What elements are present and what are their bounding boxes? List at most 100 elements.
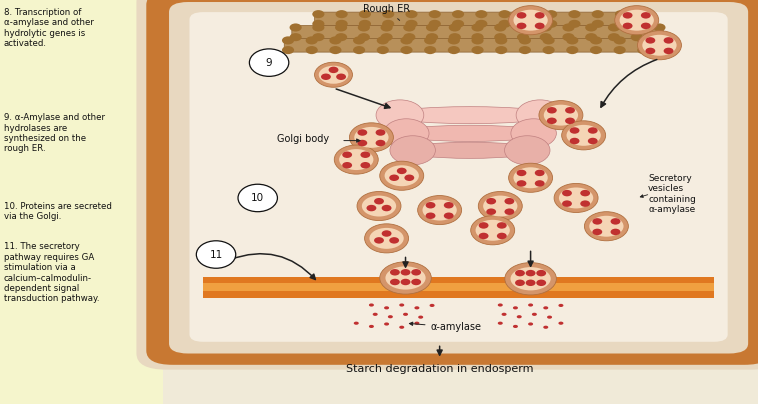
Ellipse shape xyxy=(429,20,441,28)
Bar xyxy=(203,291,714,298)
Ellipse shape xyxy=(539,101,583,130)
Ellipse shape xyxy=(619,10,654,31)
Ellipse shape xyxy=(424,46,437,54)
FancyBboxPatch shape xyxy=(190,12,728,342)
Ellipse shape xyxy=(590,36,602,44)
FancyBboxPatch shape xyxy=(0,0,163,404)
Ellipse shape xyxy=(568,10,581,18)
Bar xyxy=(203,277,714,298)
Ellipse shape xyxy=(615,6,659,35)
Ellipse shape xyxy=(661,36,673,44)
Ellipse shape xyxy=(479,233,488,239)
Ellipse shape xyxy=(653,23,666,32)
Text: Secretory
vesicles
containing
α-amylase: Secretory vesicles containing α-amylase xyxy=(648,174,696,214)
Ellipse shape xyxy=(566,36,578,44)
Ellipse shape xyxy=(384,165,419,186)
Ellipse shape xyxy=(376,129,386,136)
Ellipse shape xyxy=(653,33,666,41)
Ellipse shape xyxy=(238,184,277,212)
Ellipse shape xyxy=(517,315,522,318)
Ellipse shape xyxy=(589,216,624,237)
Ellipse shape xyxy=(425,213,435,219)
Ellipse shape xyxy=(329,36,341,44)
Ellipse shape xyxy=(448,36,460,44)
Ellipse shape xyxy=(415,306,419,309)
Ellipse shape xyxy=(642,35,677,56)
Ellipse shape xyxy=(516,180,526,187)
Ellipse shape xyxy=(305,46,318,54)
Ellipse shape xyxy=(592,229,602,235)
FancyBboxPatch shape xyxy=(146,0,758,365)
Text: 8. Transcription of
α-amylase and other
hydrolytic genes is
activated.: 8. Transcription of α-amylase and other … xyxy=(4,8,94,48)
Ellipse shape xyxy=(380,161,424,190)
Ellipse shape xyxy=(532,313,537,316)
Ellipse shape xyxy=(365,224,409,253)
Ellipse shape xyxy=(562,190,572,196)
Ellipse shape xyxy=(641,23,650,29)
Ellipse shape xyxy=(509,6,553,35)
Ellipse shape xyxy=(358,33,370,41)
Ellipse shape xyxy=(360,162,370,168)
Ellipse shape xyxy=(376,100,424,130)
Ellipse shape xyxy=(513,10,548,31)
Ellipse shape xyxy=(547,316,552,319)
Ellipse shape xyxy=(471,36,484,44)
Ellipse shape xyxy=(623,23,632,29)
Ellipse shape xyxy=(570,127,579,134)
Ellipse shape xyxy=(587,127,597,134)
Ellipse shape xyxy=(487,208,496,215)
Ellipse shape xyxy=(400,279,411,285)
Ellipse shape xyxy=(510,267,551,290)
Ellipse shape xyxy=(513,306,518,309)
Ellipse shape xyxy=(448,46,460,54)
Ellipse shape xyxy=(516,100,564,130)
Ellipse shape xyxy=(471,216,515,245)
Ellipse shape xyxy=(369,228,404,249)
Ellipse shape xyxy=(554,183,598,213)
Ellipse shape xyxy=(342,162,352,168)
Ellipse shape xyxy=(359,10,371,18)
Ellipse shape xyxy=(443,202,453,208)
Ellipse shape xyxy=(559,322,563,325)
Ellipse shape xyxy=(384,119,429,148)
Ellipse shape xyxy=(390,175,399,181)
Ellipse shape xyxy=(403,33,415,41)
Ellipse shape xyxy=(411,279,421,285)
Ellipse shape xyxy=(449,33,461,41)
Ellipse shape xyxy=(358,140,368,146)
Ellipse shape xyxy=(385,266,426,290)
Ellipse shape xyxy=(509,163,553,192)
Ellipse shape xyxy=(585,23,597,32)
Ellipse shape xyxy=(535,170,544,176)
Ellipse shape xyxy=(502,313,506,316)
FancyBboxPatch shape xyxy=(315,12,648,26)
Ellipse shape xyxy=(526,280,535,286)
Ellipse shape xyxy=(487,198,496,204)
Ellipse shape xyxy=(638,20,650,28)
Ellipse shape xyxy=(400,46,412,54)
Ellipse shape xyxy=(495,36,507,44)
Ellipse shape xyxy=(381,33,393,41)
Ellipse shape xyxy=(543,326,548,329)
Ellipse shape xyxy=(381,205,392,211)
Text: 11. The secretory
pathway requires GA
stimulation via a
calcium–calmodulin-
depe: 11. The secretory pathway requires GA st… xyxy=(4,242,99,303)
Ellipse shape xyxy=(543,46,555,54)
Ellipse shape xyxy=(562,200,572,207)
Ellipse shape xyxy=(497,222,507,229)
Ellipse shape xyxy=(547,107,556,114)
Ellipse shape xyxy=(374,198,384,204)
Ellipse shape xyxy=(545,20,557,28)
Ellipse shape xyxy=(430,304,434,307)
Ellipse shape xyxy=(399,303,404,307)
Ellipse shape xyxy=(415,322,419,325)
Ellipse shape xyxy=(528,322,533,326)
Ellipse shape xyxy=(249,49,289,76)
Ellipse shape xyxy=(570,138,579,144)
Ellipse shape xyxy=(517,23,529,32)
Ellipse shape xyxy=(526,270,535,276)
Ellipse shape xyxy=(373,313,377,316)
Ellipse shape xyxy=(342,152,352,158)
Ellipse shape xyxy=(374,237,384,244)
Ellipse shape xyxy=(282,46,294,54)
Ellipse shape xyxy=(518,46,531,54)
